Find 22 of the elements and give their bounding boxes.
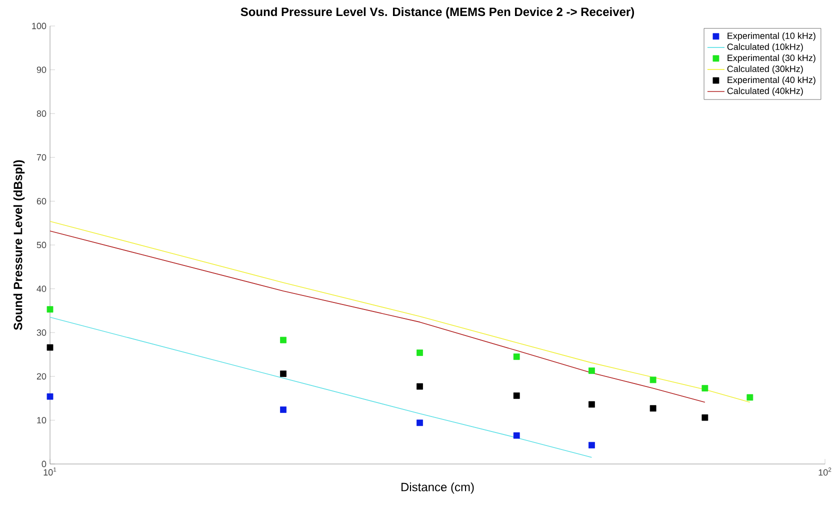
- y-tick-label: 30: [36, 329, 46, 336]
- legend-label: Calculated (40kHz): [727, 87, 803, 96]
- y-tick-label: 60: [36, 198, 46, 204]
- y-tick-label: 10: [37, 416, 46, 424]
- x-tick-label: 10$^{2}$: [818, 468, 832, 476]
- y-tick-label: 20: [36, 373, 46, 380]
- legend-label: Experimental (40 kHz): [728, 76, 816, 85]
- x-tick-label: 10$^{1}$: [44, 468, 56, 476]
- y-tick-label: 70: [36, 154, 46, 161]
- chart-title: Sound Pressure Level Vs. Distance (MEMS Pen Device 2 -> Receiver): [240, 7, 634, 18]
- y-tick-label: 80: [36, 110, 46, 117]
- legend-label: Calculated (30kHz): [727, 65, 803, 74]
- y-tick-label: 0: [42, 460, 46, 468]
- legend-label: Calculated (10kHz): [727, 43, 803, 52]
- y-tick-label: 40: [36, 286, 46, 292]
- y-tick-label: 100: [32, 22, 46, 30]
- y-axis-title: Sound Pressure Level (dBspl): [13, 160, 25, 330]
- y-tick-label: 90: [36, 66, 46, 73]
- legend-label: Experimental (10 kHz): [728, 32, 816, 41]
- legend-label: Experimental (30 kHz): [728, 54, 816, 63]
- y-tick-label: 50: [36, 242, 46, 248]
- x-axis-title: Distance (cm): [402, 482, 474, 494]
